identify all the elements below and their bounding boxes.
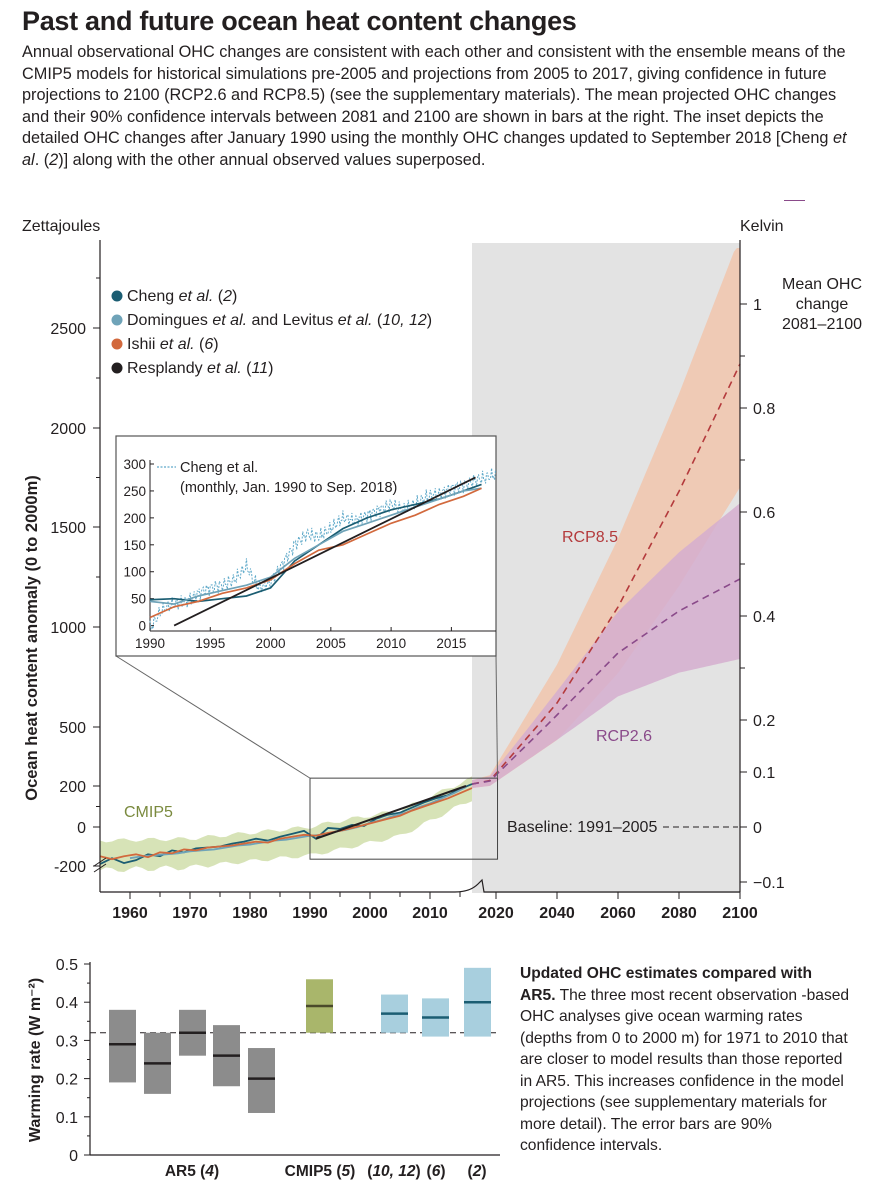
x-tick-label: 2020 — [478, 905, 514, 922]
resplandy-line — [315, 785, 467, 840]
inset-y-tick-label: 250 — [123, 484, 146, 499]
y-tick-label: -200 — [54, 859, 86, 876]
cmip5-label: CMIP5 — [124, 804, 173, 821]
right-tick-label: 1 — [753, 297, 762, 314]
rate-group-label: (6) — [427, 1163, 446, 1180]
inset-frame — [115, 435, 497, 657]
legend-marker — [111, 290, 123, 302]
y-tick-label: 200 — [59, 779, 86, 796]
y-tick-label: 2000 — [50, 421, 86, 438]
rate-group-label: (2) — [468, 1163, 487, 1180]
rcp26-mean-line — [471, 578, 741, 785]
rcp85-label: RCP8.5 — [562, 529, 618, 546]
inset-domingues-line — [149, 487, 482, 605]
side-caption-body: The three most recent observation -based… — [520, 986, 850, 1155]
legend-label: Resplandy et al. (11) — [127, 360, 273, 377]
inset-y-tick-label: 0 — [138, 619, 146, 634]
side-caption-heading: Updated OHC estimates compared with AR5. — [520, 965, 813, 1004]
page-title: Past and future ocean heat content chang… — [22, 6, 577, 36]
rate-bar — [109, 1009, 136, 1083]
x-tick-label: 2000 — [352, 905, 388, 922]
right-tick-label: −0.1 — [753, 875, 785, 892]
inset-cheng-monthly-line — [149, 467, 497, 631]
legend-label: Ishii et al. (6) — [127, 336, 219, 353]
legend-marker — [111, 314, 123, 326]
rate-y-tick-label: 0.2 — [56, 1072, 78, 1089]
inset-ishii-line — [149, 487, 482, 619]
right-tick-label: 0.8 — [753, 401, 775, 418]
left-unit-label: Zettajoules — [22, 218, 100, 235]
cmip5-band — [100, 776, 472, 872]
inset-x-tick-label: 2010 — [376, 636, 406, 651]
inset-y-tick-label: 100 — [123, 565, 146, 580]
rate-y-tick-label: 0.4 — [56, 995, 78, 1012]
inset-y-tick-label: 200 — [123, 511, 146, 526]
mean-ohc-title-line: Mean OHC — [782, 276, 862, 293]
y-tick-label: 2500 — [50, 321, 86, 338]
legend-marker — [111, 362, 123, 374]
rate-y-tick-label: 0.1 — [56, 1110, 78, 1127]
inset-legend-line-1: Cheng et al. — [180, 460, 258, 476]
axis-break-mark — [93, 857, 107, 873]
inset-resplandy-line — [173, 476, 476, 627]
rcp85-mean-line — [471, 363, 741, 785]
inset-y-tick-label: 300 — [123, 457, 146, 472]
x-tick-label: 1990 — [292, 905, 328, 922]
y-tick-label: 1000 — [50, 620, 86, 637]
inset-connector-left — [115, 655, 311, 779]
x-tick-label: 1970 — [172, 905, 208, 922]
inset-x-tick-label: 2015 — [436, 636, 466, 651]
right-tick-label: 0.6 — [753, 505, 775, 522]
side-caption: Updated OHC estimates compared with AR5.… — [520, 963, 850, 1157]
y-tick-label: 1500 — [50, 520, 86, 537]
legend-label: Domingues et al. and Levitus et al. (10,… — [127, 312, 432, 329]
inset-y-tick-label: 150 — [123, 538, 146, 553]
x-tick-label: 2100 — [722, 905, 758, 922]
right-tick-label: 0.4 — [753, 609, 775, 626]
rate-y-tick-label: 0 — [69, 1148, 78, 1165]
inset-chart: 0 50 100 150 200 250 300 1990 1995 2000 2005 2010 20… — [115, 435, 497, 657]
figure-caption: Annual observational OHC changes are con… — [22, 43, 847, 169]
rcp26-label: RCP2.6 — [596, 728, 652, 745]
inset-y-tick-label: 50 — [131, 592, 146, 607]
rate-y-tick-label: 0.5 — [56, 957, 78, 974]
legend-label: Cheng et al. (2) — [127, 288, 237, 305]
inset-x-tick-label: 1990 — [135, 636, 165, 651]
rate-y-axis-label: Warming rate (W m⁻²) — [27, 978, 44, 1142]
right-unit-label: Kelvin — [740, 218, 784, 235]
legend-marker — [111, 338, 123, 350]
inset-x-tick-label: 2000 — [256, 636, 286, 651]
right-tick-label: 0 — [753, 820, 762, 837]
inset-zoom-box — [309, 777, 499, 860]
rcp26-band — [472, 503, 740, 789]
rate-group-label: (10, 12) — [367, 1163, 420, 1180]
inset-x-tick-label: 1995 — [195, 636, 225, 651]
x-axis — [100, 878, 740, 893]
y-tick-label: 500 — [59, 720, 86, 737]
warming-rate-chart: 0 0.1 0.2 0.3 0.4 0.5 Warming rate (W m⁻²) AR5 … — [27, 957, 500, 1180]
mean-ohc-title-line: 2081–2100 — [782, 316, 862, 333]
right-tick-label: 0.1 — [753, 765, 775, 782]
rate-y-tick-label: 0.3 — [56, 1033, 78, 1050]
ishii-line — [99, 787, 473, 861]
right-tick-label: 0.2 — [753, 713, 775, 730]
y-tick-label: 0 — [77, 820, 86, 837]
inset-connector-right — [495, 655, 499, 779]
y-axis-label: Ocean heat content anomaly (0 to 2000m) — [23, 475, 41, 801]
rate-group-label: AR5 (4) — [165, 1163, 219, 1180]
x-tick-label: 1960 — [112, 905, 148, 922]
inset-x-tick-label: 2005 — [316, 636, 346, 651]
rate-bar — [248, 1048, 275, 1113]
main-chart: -20002005001000150020002500−0.100.10.20.… — [22, 200, 862, 922]
inset-legend-line-2: (monthly, Jan. 1990 to Sep. 2018) — [180, 480, 397, 496]
x-tick-label: 2040 — [539, 905, 575, 922]
x-tick-label: 2010 — [412, 905, 448, 922]
x-tick-label: 1980 — [232, 905, 268, 922]
x-tick-label: 2060 — [600, 905, 636, 922]
rate-group-label: CMIP5 (5) — [285, 1163, 356, 1180]
mean-ohc-title-line: change — [796, 296, 849, 313]
baseline-label: Baseline: 1991–2005 — [507, 819, 657, 836]
x-tick-label: 2080 — [661, 905, 697, 922]
